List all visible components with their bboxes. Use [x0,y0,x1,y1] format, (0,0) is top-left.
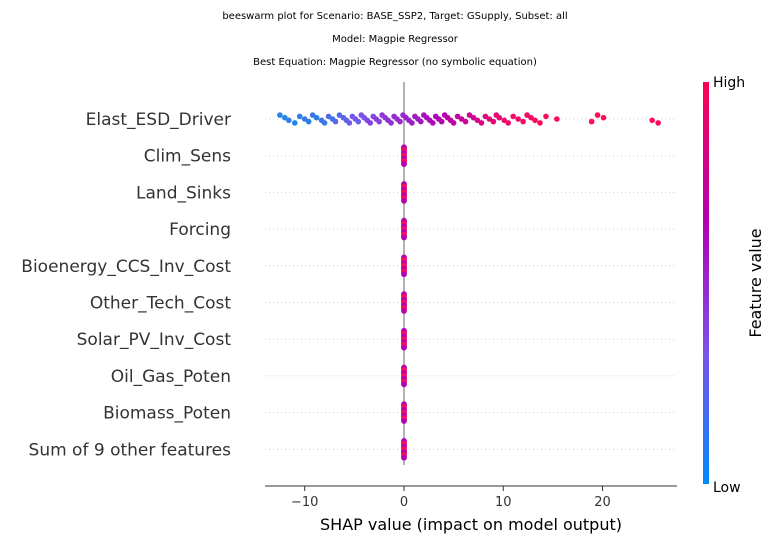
feature-label: Land_Sinks [136,183,231,203]
chart-title-line-2: Model: Magpie Regressor [332,34,459,45]
shap-point [528,114,534,121]
shap-point [401,271,407,278]
feature-labels: Elast_ESD_Driver Clim_Sens Land_Sinks Forci… [21,110,231,460]
feature-label: Forcing [169,220,231,240]
shap-point [336,112,343,118]
shap-point [388,120,394,126]
shap-point [321,120,328,126]
shap-point [482,113,489,120]
shap-point [594,112,601,118]
shap-point [397,118,403,125]
shap-point [655,120,661,126]
chart-title-line-3: Best Equation: Magpie Regressor (no symb… [253,57,537,68]
shap-point [409,120,415,126]
shap-point [649,117,655,124]
shap-point [524,112,530,118]
shap-point [282,114,288,121]
feature-label: Other_Tech_Cost [90,294,231,314]
shap-point [429,120,436,126]
shap-point [401,234,407,241]
shap-point [505,120,512,126]
shap-point [332,118,339,125]
shap-point [486,116,493,122]
shap-point [418,118,424,125]
shap-point [401,161,407,168]
shap-point [401,381,407,388]
shap-point [501,117,508,124]
shap-point [376,118,382,125]
shap-point [438,118,445,125]
colorbar-high-label: High [713,75,745,91]
shap-point [450,120,457,126]
shap-point [291,120,298,126]
chart-title-line-1: beeswarm plot for Scenario: BASE_SSP2, T… [222,11,567,22]
shap-point [462,118,469,125]
shap-points [277,112,661,461]
shap-point [286,117,292,124]
shap-point [543,113,549,120]
feature-label: Elast_ESD_Driver [86,110,231,130]
shap-point [520,118,526,125]
x-tick-label: 10 [495,495,512,510]
shap-point [355,118,362,125]
shap-point [313,114,320,121]
shap-point [588,118,595,125]
shap-point [600,114,607,121]
shap-point [510,113,516,120]
shap-point [301,116,308,122]
shap-point [346,120,353,126]
x-axis-ticks: −10 0 10 20 [291,486,611,510]
feature-rows [265,118,677,450]
feature-label: Bioenergy_CCS_Inv_Cost [21,257,231,277]
shap-point [401,454,407,461]
shap-point [296,113,303,120]
shap-point [478,120,485,126]
feature-label: Solar_PV_Inv_Cost [77,330,232,350]
shap-point [474,117,481,124]
shap-point [305,118,312,125]
shap-point [496,114,503,121]
shap-point [532,117,538,124]
shap-point [401,308,407,314]
shap-point [554,116,560,122]
feature-label: Biomass_Poten [103,404,231,424]
shap-point [466,112,473,118]
x-tick-label: 20 [594,495,611,510]
shap-point [458,116,465,122]
shap-point [454,113,461,120]
shap-point [277,112,283,118]
x-tick-label: 0 [400,495,408,510]
feature-label: Oil_Gas_Poten [111,367,231,387]
feature-label: Clim_Sens [144,147,231,167]
colorbar [703,82,709,484]
shap-point [490,118,497,125]
shap-point [401,197,407,204]
shap-point [401,344,407,351]
colorbar-title: Feature value [746,228,765,337]
shap-point [401,418,407,424]
shap-point [537,120,543,126]
shap-point [325,113,332,120]
shap-point [515,116,521,122]
x-axis-title: SHAP value (impact on model output) [320,515,622,534]
x-tick-label: −10 [291,495,318,510]
shap-point [470,114,477,121]
feature-label: Sum of 9 other features [29,440,232,460]
colorbar-low-label: Low [713,480,741,496]
shap-point [309,112,316,118]
shap-point [367,120,374,126]
